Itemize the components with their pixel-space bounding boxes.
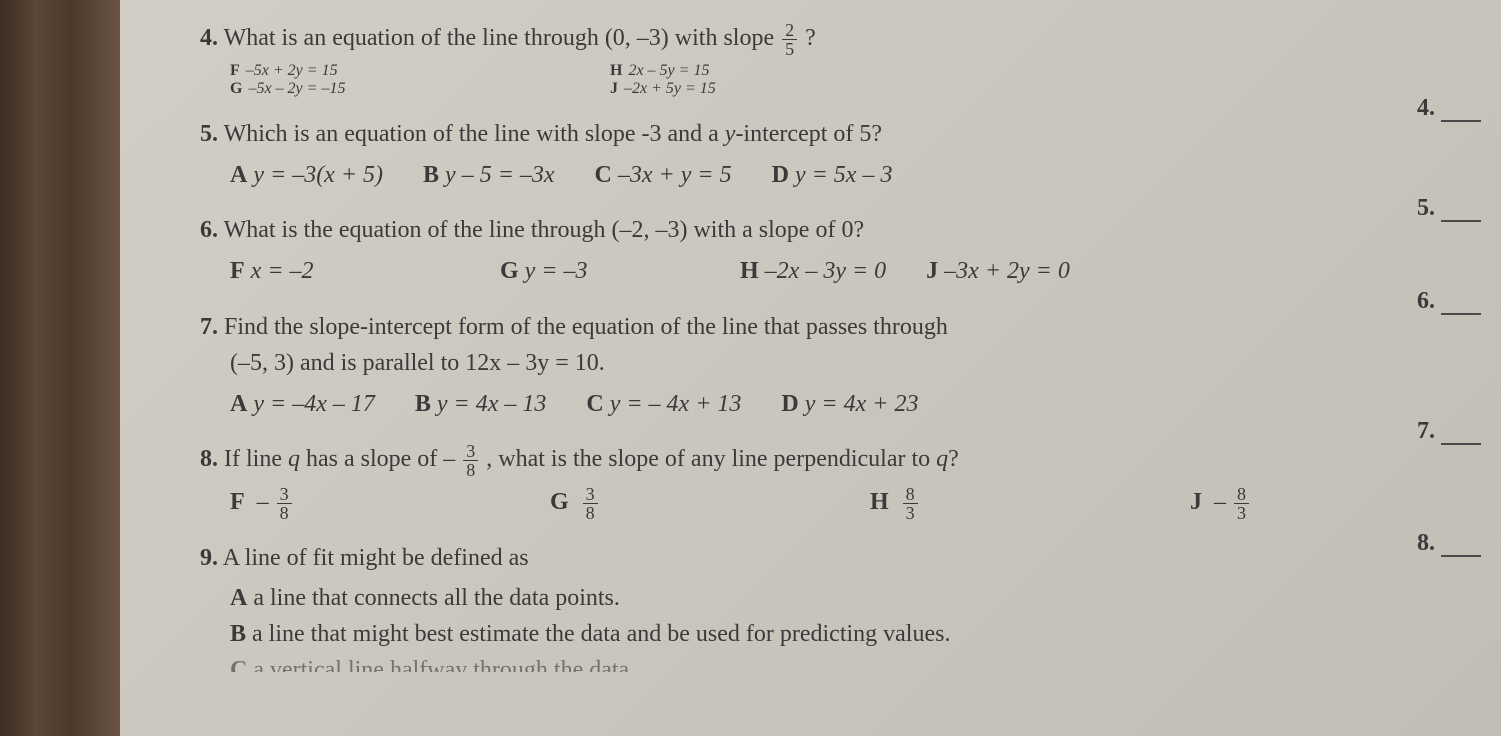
q7-stem: Find the slope-intercept form of the equ… bbox=[224, 314, 948, 340]
q8-neg: – bbox=[443, 446, 455, 472]
question-4-text: 4. What is an equation of the line throu… bbox=[200, 20, 1461, 58]
q8-stem-a: If line q has a slope of bbox=[224, 446, 443, 472]
answer-blank-8[interactable]: 8. bbox=[1417, 530, 1481, 557]
q8-choice-j: J – 83 bbox=[1190, 483, 1251, 522]
worksheet-page: 4. What is an equation of the line throu… bbox=[120, 0, 1501, 736]
q5-choices: Ay = –3(x + 5) By – 5 = –3x C–3x + y = 5… bbox=[200, 156, 1461, 194]
q9-choice-c: Ca vertical line halfway through the dat… bbox=[230, 652, 1461, 672]
question-8-text: 8. If line q has a slope of – 3 8 , what… bbox=[200, 441, 1461, 479]
q8-choice-h: H 83 bbox=[870, 483, 1150, 522]
q4-number: 4. bbox=[200, 25, 218, 51]
q8-number: 8. bbox=[200, 446, 218, 472]
q8-choice-g: G 38 bbox=[550, 483, 830, 522]
q9-choice-a: Aa line that connects all the data point… bbox=[230, 580, 1461, 616]
q4-frac-den: 5 bbox=[782, 40, 797, 58]
q4-choices: F–5x + 2y = 15 H2x – 5y = 15 G–5x – 2y =… bbox=[200, 62, 1461, 98]
q9-number: 9. bbox=[200, 545, 218, 571]
question-5: 5. Which is an equation of the line with… bbox=[200, 116, 1461, 194]
q7-sub: (–5, 3) and is parallel to 12x – 3y = 10… bbox=[200, 345, 1461, 381]
q7-choice-d: Dy = 4x + 23 bbox=[781, 385, 918, 423]
q4-choice-f: F–5x + 2y = 15 bbox=[230, 62, 570, 80]
question-5-text: 5. Which is an equation of the line with… bbox=[200, 116, 1461, 152]
q6-choice-g: Gy = –3 bbox=[500, 252, 700, 290]
q7-number: 7. bbox=[200, 314, 218, 340]
q9-choices: Aa line that connects all the data point… bbox=[200, 580, 1461, 672]
answer-blank-5[interactable]: 5. bbox=[1417, 195, 1481, 222]
q6-choice-f: Fx = –2 bbox=[230, 252, 460, 290]
q9-choice-b: Ba line that might best estimate the dat… bbox=[230, 616, 1461, 652]
q7-choice-b: By = 4x – 13 bbox=[415, 385, 547, 423]
q6-stem: What is the equation of the line through… bbox=[224, 217, 865, 243]
question-8: 8. If line q has a slope of – 3 8 , what… bbox=[200, 441, 1461, 522]
q8-choices: F – 38 G 38 H 83 J – 83 bbox=[200, 483, 1461, 522]
question-6-text: 6. What is the equation of the line thro… bbox=[200, 212, 1461, 248]
q5-number: 5. bbox=[200, 121, 218, 147]
q8-choice-f: F – 38 bbox=[230, 483, 510, 522]
q9-stem: A line of fit might be defined as bbox=[223, 545, 529, 571]
answer-blank-4[interactable]: 4. bbox=[1417, 95, 1481, 122]
q6-choices: Fx = –2 Gy = –3 H–2x – 3y = 0 J–3x + 2y … bbox=[200, 252, 1461, 290]
q6-choice-h: H–2x – 3y = 0 bbox=[740, 252, 886, 290]
q7-choice-a: Ay = –4x – 17 bbox=[230, 385, 375, 423]
question-6: 6. What is the equation of the line thro… bbox=[200, 212, 1461, 290]
answer-blank-6[interactable]: 6. bbox=[1417, 288, 1481, 315]
q8-fraction: 3 8 bbox=[463, 442, 478, 479]
q4-stem: What is an equation of the line through … bbox=[224, 25, 781, 51]
q5-choice-a: Ay = –3(x + 5) bbox=[230, 156, 383, 194]
question-7-text: 7. Find the slope-intercept form of the … bbox=[200, 309, 1461, 345]
q4-frac-num: 2 bbox=[782, 21, 797, 40]
q4-fraction: 2 5 bbox=[782, 21, 797, 58]
question-4: 4. What is an equation of the line throu… bbox=[200, 20, 1461, 98]
q8-stem-b: , what is the slope of any line perpendi… bbox=[486, 446, 959, 472]
q5-choice-d: Dy = 5x – 3 bbox=[772, 156, 893, 194]
q5-choice-b: By – 5 = –3x bbox=[423, 156, 555, 194]
q4-tail: ? bbox=[805, 25, 816, 51]
q7-choices: Ay = –4x – 17 By = 4x – 13 Cy = – 4x + 1… bbox=[200, 385, 1461, 423]
wood-desk-edge bbox=[0, 0, 120, 736]
answer-blank-7[interactable]: 7. bbox=[1417, 418, 1481, 445]
q4-choice-g: G–5x – 2y = –15 bbox=[230, 80, 570, 98]
question-9: 9. A line of fit might be defined as Aa … bbox=[200, 540, 1461, 672]
q5-choice-c: C–3x + y = 5 bbox=[595, 156, 732, 194]
q5-stem: Which is an equation of the line with sl… bbox=[224, 121, 882, 147]
q6-choice-j: J–3x + 2y = 0 bbox=[926, 252, 1070, 290]
q4-choice-j: J–2x + 5y = 15 bbox=[610, 80, 950, 98]
q7-choice-c: Cy = – 4x + 13 bbox=[586, 385, 741, 423]
question-9-text: 9. A line of fit might be defined as bbox=[200, 540, 1461, 576]
q4-choice-h: H2x – 5y = 15 bbox=[610, 62, 950, 80]
q6-number: 6. bbox=[200, 217, 218, 243]
question-7: 7. Find the slope-intercept form of the … bbox=[200, 309, 1461, 423]
